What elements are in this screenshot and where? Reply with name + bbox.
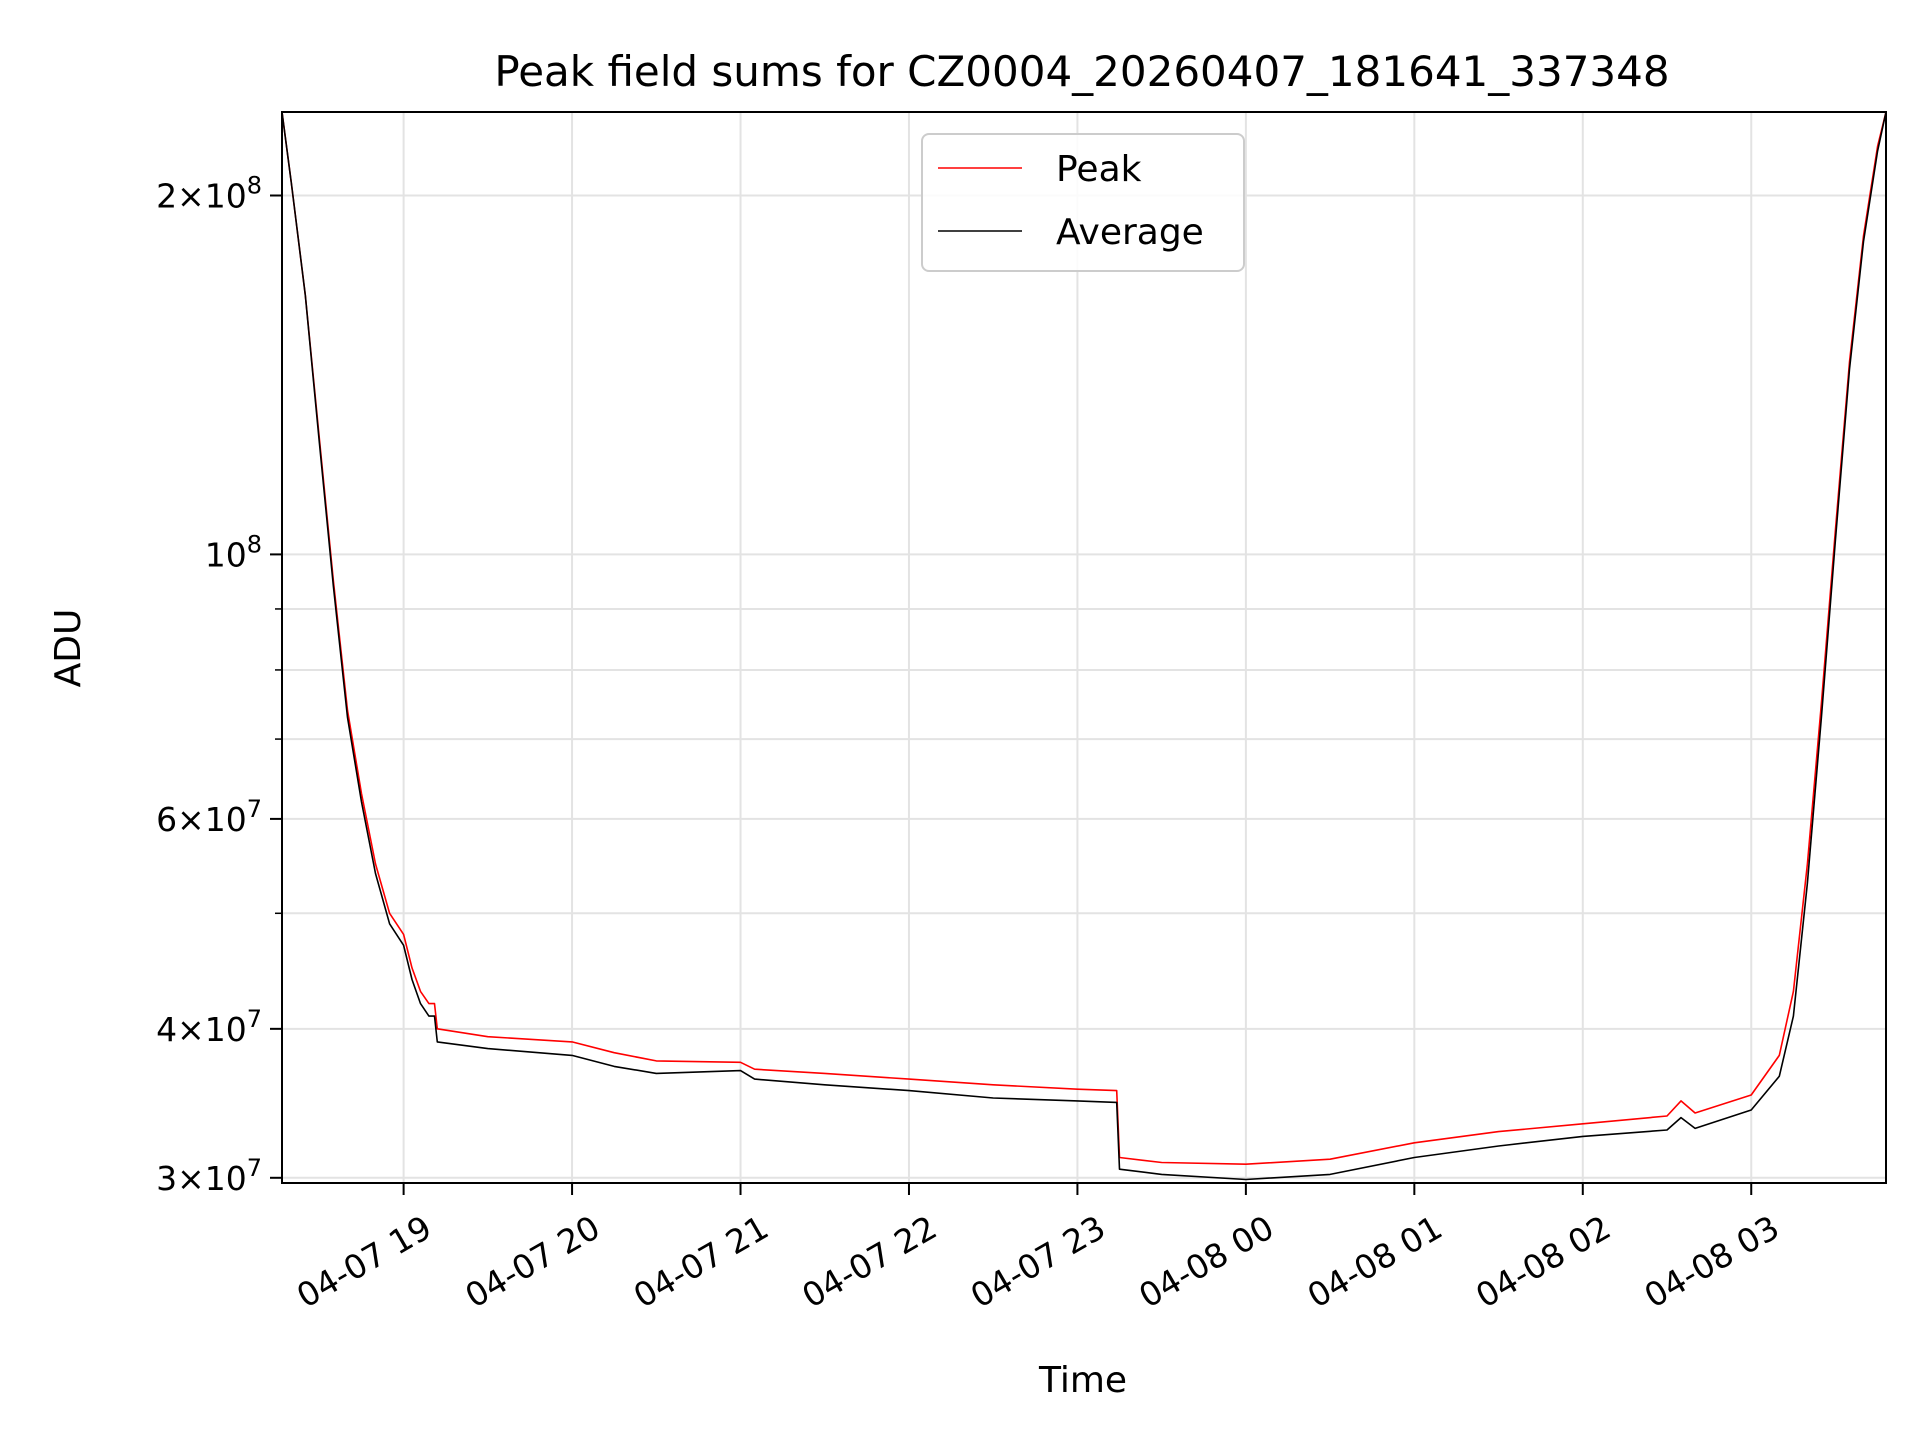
legend: Peak Average	[921, 133, 1245, 272]
y-axis-label: ADU	[48, 609, 89, 688]
series-line-average	[281, 111, 1887, 1181]
y-tick-label: 4×107	[156, 1005, 262, 1049]
y-tick-label: 3×107	[156, 1154, 262, 1198]
x-axis-label: Time	[1038, 1360, 1127, 1401]
plot-frame	[281, 111, 1887, 1184]
y-tick-label: 2×108	[156, 172, 262, 216]
y-tick-label: 6×107	[156, 795, 262, 839]
y-tick-label: 108	[205, 530, 262, 574]
series-layer	[281, 111, 1887, 1181]
y-axis: 3×107 4×107 6×107 108 2×108	[156, 172, 282, 1198]
legend-label-average: Average	[1056, 212, 1204, 253]
series-line-peak	[281, 111, 1887, 1165]
legend-label-peak: Peak	[1056, 149, 1142, 190]
chart-title: Peak field sums for CZ0004_20260407_1816…	[494, 47, 1669, 96]
grid	[282, 112, 1886, 1183]
